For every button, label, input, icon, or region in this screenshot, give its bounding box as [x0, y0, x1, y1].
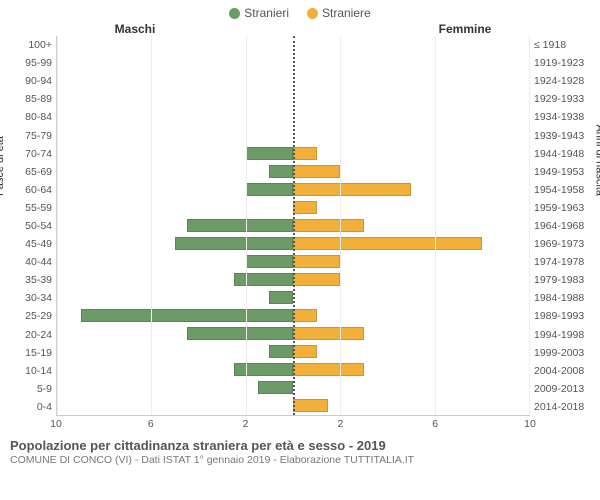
legend-female-label: Straniere [322, 6, 371, 20]
birth-label: 1984-1988 [534, 292, 592, 304]
age-label: 35-39 [8, 274, 52, 286]
age-label: 45-49 [8, 238, 52, 250]
age-label: 40-44 [8, 256, 52, 268]
age-label: 55-59 [8, 202, 52, 214]
x-tick: 10 [524, 418, 536, 430]
birth-label: 1934-1938 [534, 111, 592, 123]
legend-female-dot [307, 8, 318, 19]
bar-male [187, 327, 293, 340]
bar-male [246, 255, 293, 268]
birth-label: 1944-1948 [534, 148, 592, 160]
bar-male [246, 183, 293, 196]
birth-label: 2009-2013 [534, 383, 592, 395]
birth-label: 1919-1923 [534, 57, 592, 69]
birth-label: 1979-1983 [534, 274, 592, 286]
column-headers: Maschi Femmine [0, 22, 600, 36]
header-female: Femmine [300, 22, 550, 36]
birth-label: 1954-1958 [534, 184, 592, 196]
age-label: 70-74 [8, 148, 52, 160]
bar-female [293, 399, 328, 412]
bar-female [293, 309, 317, 322]
age-label: 10-14 [8, 365, 52, 377]
age-label: 60-64 [8, 184, 52, 196]
legend-male-dot [229, 8, 240, 19]
pyramid-plot [56, 36, 530, 416]
x-tick: 6 [148, 418, 154, 430]
bar-female [293, 327, 364, 340]
bar-female [293, 255, 340, 268]
chart-area: Fasce di età Anni di nascita 100+ 95-99 90… [0, 36, 600, 416]
x-tick: 2 [243, 418, 249, 430]
birth-label: 1969-1973 [534, 238, 592, 250]
bar-male [269, 345, 293, 358]
bar-male [175, 237, 293, 250]
birth-label: 2004-2008 [534, 365, 592, 377]
age-label: 0-4 [8, 401, 52, 413]
age-label: 90-94 [8, 75, 52, 87]
age-label: 100+ [8, 39, 52, 51]
age-label: 15-19 [8, 347, 52, 359]
birth-label: 1999-2003 [534, 347, 592, 359]
legend-male: Stranieri [229, 6, 289, 20]
legend: Stranieri Straniere [0, 0, 600, 22]
bar-male [246, 147, 293, 160]
age-label: 30-34 [8, 292, 52, 304]
y-axis-birth: ≤ 1918 1919-1923 1924-1928 1929-1933 1934-19… [530, 36, 592, 416]
legend-female: Straniere [307, 6, 371, 20]
x-tick: 6 [432, 418, 438, 430]
age-label: 65-69 [8, 166, 52, 178]
bar-female [293, 201, 317, 214]
birth-label: 1989-1993 [534, 310, 592, 322]
birth-label: ≤ 1918 [534, 39, 592, 51]
bar-male [269, 291, 293, 304]
age-label: 25-29 [8, 310, 52, 322]
age-label: 95-99 [8, 57, 52, 69]
bar-male [234, 363, 293, 376]
chart-subtitle: COMUNE DI CONCO (VI) - Dati ISTAT 1° gen… [10, 453, 590, 466]
birth-label: 1994-1998 [534, 329, 592, 341]
chart-title: Popolazione per cittadinanza straniera p… [10, 438, 590, 453]
age-label: 5-9 [8, 383, 52, 395]
bar-female [293, 219, 364, 232]
x-tick: 10 [50, 418, 62, 430]
age-label: 75-79 [8, 130, 52, 142]
x-tick: 2 [337, 418, 343, 430]
bar-male [269, 165, 293, 178]
birth-label: 1959-1963 [534, 202, 592, 214]
bar-female [293, 183, 411, 196]
birth-label: 2014-2018 [534, 401, 592, 413]
age-label: 80-84 [8, 111, 52, 123]
birth-label: 1974-1978 [534, 256, 592, 268]
bar-female [293, 273, 340, 286]
bar-female [293, 237, 482, 250]
bar-male [234, 273, 293, 286]
center-divider [293, 36, 295, 415]
bar-female [293, 345, 317, 358]
bar-female [293, 363, 364, 376]
bar-male [258, 381, 293, 394]
birth-label: 1949-1953 [534, 166, 592, 178]
x-axis-ticks: 10622610 [56, 418, 530, 432]
age-label: 20-24 [8, 329, 52, 341]
bar-male [187, 219, 293, 232]
age-label: 50-54 [8, 220, 52, 232]
footer: Popolazione per cittadinanza straniera p… [0, 432, 600, 466]
y-axis-age: 100+ 95-99 90-94 85-89 80-84 75-79 70-74 65-69 6… [8, 36, 56, 416]
age-label: 85-89 [8, 93, 52, 105]
legend-male-label: Stranieri [244, 6, 289, 20]
bar-female [293, 147, 317, 160]
y-axis-title-right: Anni di nascita [594, 124, 600, 196]
x-axis: 10 6 2 2 6 10 [0, 416, 600, 432]
header-male: Maschi [50, 22, 300, 36]
bar-female [293, 165, 340, 178]
birth-label: 1939-1943 [534, 130, 592, 142]
bar-male [81, 309, 293, 322]
birth-label: 1924-1928 [534, 75, 592, 87]
y-axis-title-left: Fasce di età [0, 136, 6, 196]
birth-label: 1964-1968 [534, 220, 592, 232]
birth-label: 1929-1933 [534, 93, 592, 105]
